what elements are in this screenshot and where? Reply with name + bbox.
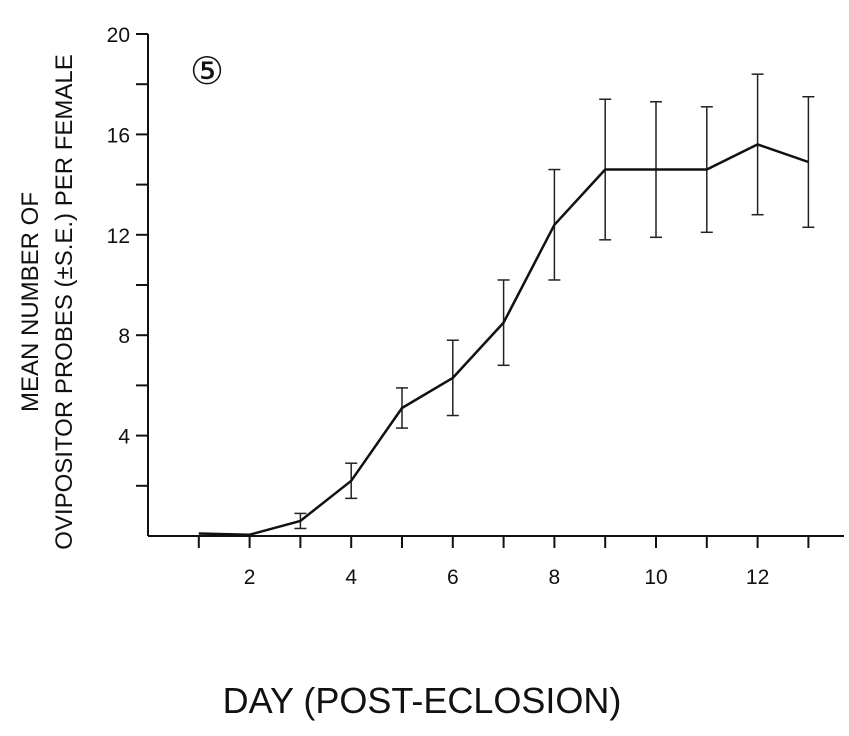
- y-tick-label: 8: [118, 325, 130, 348]
- x-tick-label: 6: [447, 566, 459, 589]
- x-tick-label: 12: [746, 566, 769, 589]
- x-tick-label: 10: [644, 566, 667, 589]
- panel-label: ⑤: [190, 49, 224, 93]
- y-axis-title: MEAN NUMBER OF OVIPOSITOR PROBES (±S.E.)…: [17, 54, 78, 550]
- y-tick-label: 16: [107, 124, 130, 147]
- y-tick-label: 4: [118, 426, 130, 449]
- y-tick-label: 12: [107, 225, 130, 248]
- y-axis-title-line2: OVIPOSITOR PROBES (±S.E.) PER FEMALE: [51, 54, 78, 550]
- series: [198, 143, 809, 536]
- x-axis-title: DAY (POST-ECLOSION): [223, 680, 622, 721]
- y-axis-title-line1: MEAN NUMBER OF: [17, 192, 44, 412]
- x-tick-label: 2: [244, 566, 256, 589]
- error-bars: [294, 73, 815, 530]
- y-tick-label: 20: [107, 24, 130, 47]
- error-bar: [802, 96, 815, 229]
- series-line: [198, 143, 809, 536]
- x-tick-label: 4: [345, 566, 357, 589]
- x-tick-label: 8: [549, 566, 561, 589]
- axes: [136, 33, 844, 548]
